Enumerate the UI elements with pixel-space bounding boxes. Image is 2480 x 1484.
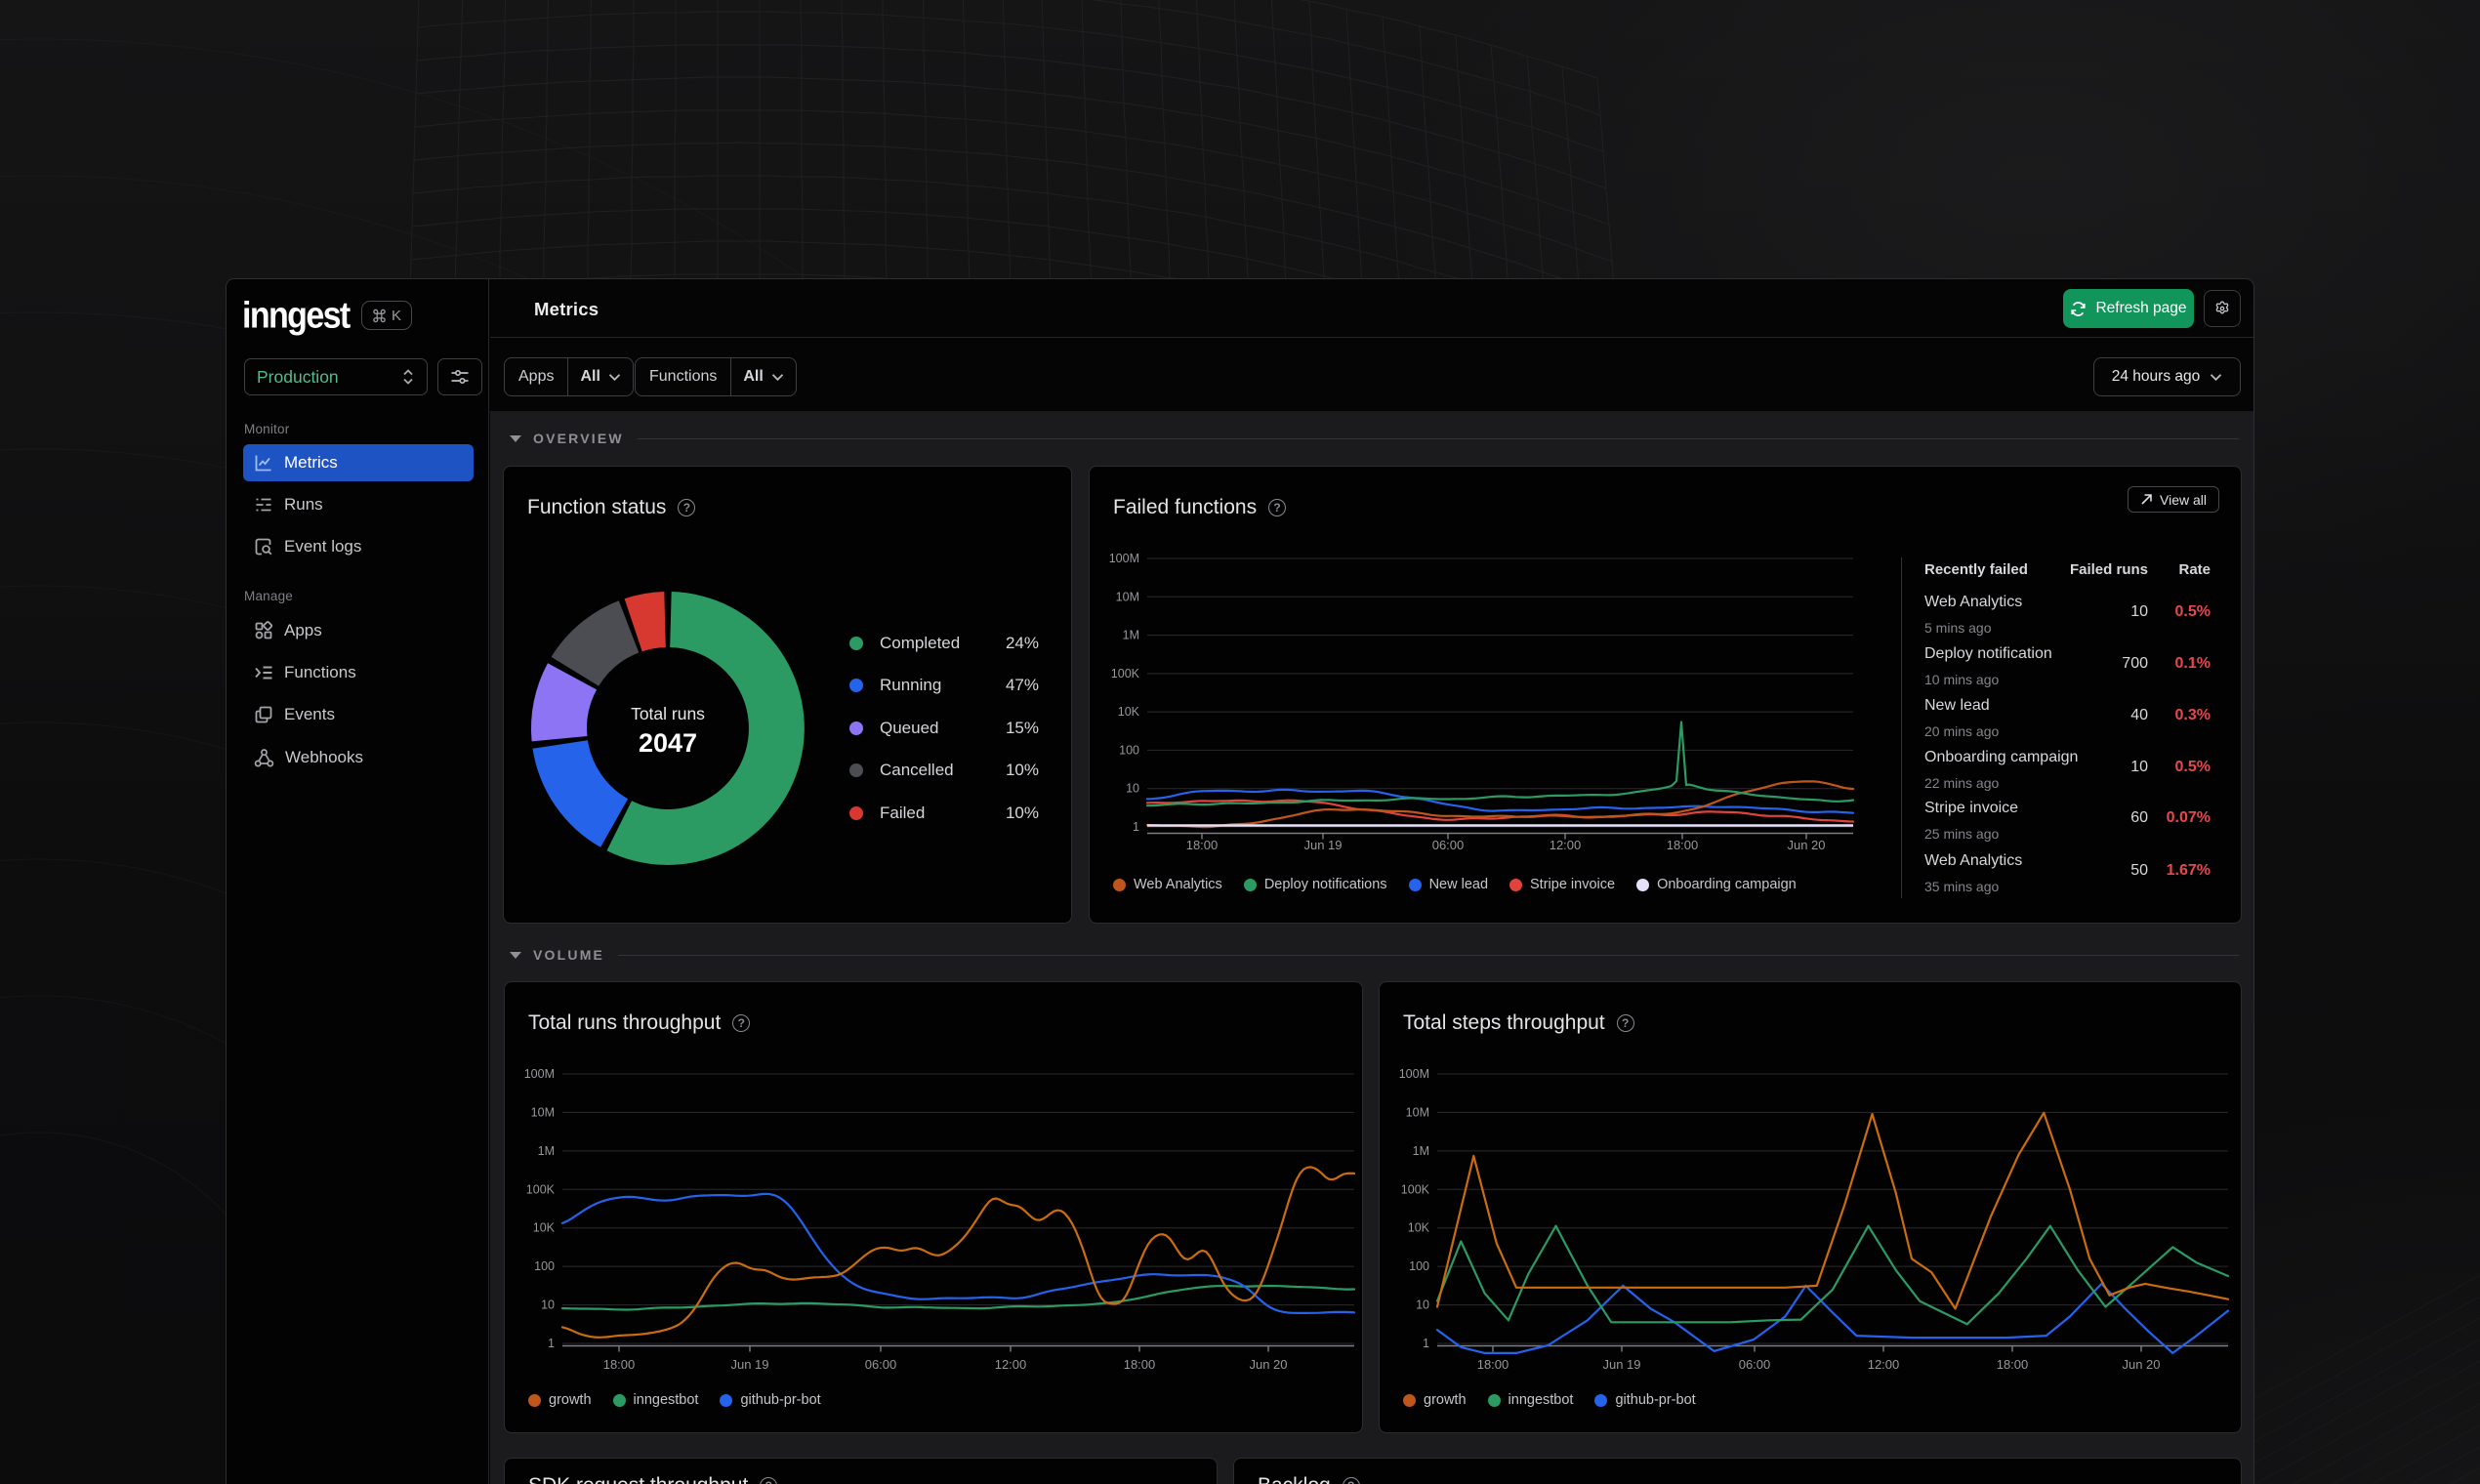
svg-text:Jun 19: Jun 19: [1602, 1357, 1640, 1372]
svg-text:100M: 100M: [524, 1067, 555, 1081]
svg-text:18:00: 18:00: [1667, 838, 1699, 852]
svg-text:1: 1: [1133, 820, 1139, 834]
svg-text:18:00: 18:00: [1997, 1357, 2029, 1372]
svg-text:10M: 10M: [1406, 1105, 1429, 1119]
svg-text:Jun 19: Jun 19: [1303, 838, 1342, 852]
svg-text:1M: 1M: [1123, 629, 1139, 642]
svg-text:18:00: 18:00: [1124, 1357, 1156, 1372]
svg-text:10K: 10K: [1118, 705, 1140, 719]
svg-text:18:00: 18:00: [1477, 1357, 1509, 1372]
svg-text:1: 1: [1423, 1337, 1429, 1350]
svg-text:10M: 10M: [1116, 590, 1139, 603]
svg-text:10: 10: [1126, 782, 1139, 796]
svg-text:Jun 20: Jun 20: [1787, 838, 1825, 852]
svg-text:100K: 100K: [526, 1182, 556, 1196]
svg-text:12:00: 12:00: [995, 1357, 1027, 1372]
svg-text:18:00: 18:00: [603, 1357, 636, 1372]
svg-text:Jun 19: Jun 19: [730, 1357, 768, 1372]
svg-text:10M: 10M: [531, 1105, 555, 1119]
svg-text:100: 100: [1409, 1259, 1429, 1273]
svg-text:1M: 1M: [538, 1144, 555, 1158]
svg-text:100M: 100M: [1399, 1067, 1429, 1081]
svg-text:1M: 1M: [1413, 1144, 1429, 1158]
svg-text:100: 100: [534, 1259, 555, 1273]
svg-text:12:00: 12:00: [1868, 1357, 1900, 1372]
svg-text:Jun 20: Jun 20: [1249, 1357, 1287, 1372]
svg-text:10K: 10K: [533, 1221, 556, 1235]
svg-text:06:00: 06:00: [1739, 1357, 1771, 1372]
svg-text:18:00: 18:00: [1186, 838, 1219, 852]
svg-text:100K: 100K: [1111, 667, 1140, 680]
svg-text:100K: 100K: [1401, 1182, 1430, 1196]
svg-text:10K: 10K: [1408, 1221, 1430, 1235]
svg-text:06:00: 06:00: [1432, 838, 1465, 852]
svg-text:12:00: 12:00: [1550, 838, 1582, 852]
svg-text:06:00: 06:00: [865, 1357, 897, 1372]
svg-text:100: 100: [1119, 743, 1139, 757]
svg-text:10: 10: [1416, 1298, 1429, 1312]
svg-text:Jun 20: Jun 20: [2122, 1357, 2160, 1372]
svg-text:100M: 100M: [1109, 552, 1139, 565]
svg-text:1: 1: [548, 1337, 555, 1350]
svg-text:10: 10: [541, 1298, 555, 1312]
